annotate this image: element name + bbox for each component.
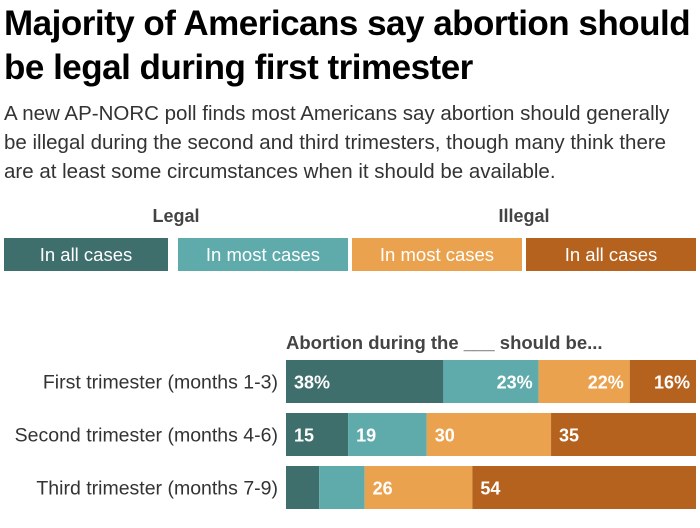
legend-legal-all-cases: In all cases — [4, 238, 168, 271]
bar-value-label: 54 — [480, 479, 500, 499]
bar-value-label: 38% — [294, 373, 330, 393]
bar-segment-illegal-most — [538, 360, 630, 403]
bar-segment-illegal-all — [472, 466, 696, 509]
category-label: Third trimester (months 7-9) — [36, 478, 278, 500]
category-label: Second trimester (months 4-6) — [15, 425, 278, 447]
bar-segment-legal-all — [286, 413, 349, 456]
chart-title: Majority of Americans say abortion shoul… — [4, 4, 691, 87]
category-label: First trimester (months 1-3) — [43, 372, 278, 394]
legend-illegal-most-cases: In most cases — [352, 238, 522, 271]
bar-value-label: 15 — [294, 426, 314, 446]
chart-question-header: Abortion during the ___ should be... — [286, 332, 603, 353]
legend-illegal-all-cases: In all cases — [526, 238, 696, 271]
bar-value-label: 26 — [373, 479, 393, 499]
bar-value-label: 35 — [559, 426, 579, 446]
bar-segment-illegal-most — [426, 413, 552, 456]
chart-subtitle: A new AP-NORC poll finds most Americans … — [4, 102, 670, 183]
bar-segment-illegal-most — [364, 466, 473, 509]
bar-segment-illegal-all — [629, 360, 696, 403]
bar-value-label: 22% — [588, 373, 624, 393]
bar-value-label: 23% — [497, 373, 533, 393]
bar-segment-legal-most — [319, 466, 365, 509]
legend-group-illegal: Illegal — [498, 206, 550, 226]
bar-segment-legal-most — [348, 413, 427, 456]
bar-segment-legal-all — [286, 360, 444, 403]
bar-value-label: 19 — [356, 426, 376, 446]
legend-group-legal: Legal — [152, 206, 200, 226]
bar-segment-illegal-all — [551, 413, 696, 456]
bar-value-label: 16% — [654, 373, 690, 393]
legend-legal-most-cases: In most cases — [178, 238, 348, 271]
bar-value-label: 30 — [435, 426, 455, 446]
bar-segment-legal-most — [443, 360, 539, 403]
bar-segment-legal-all — [286, 466, 320, 509]
